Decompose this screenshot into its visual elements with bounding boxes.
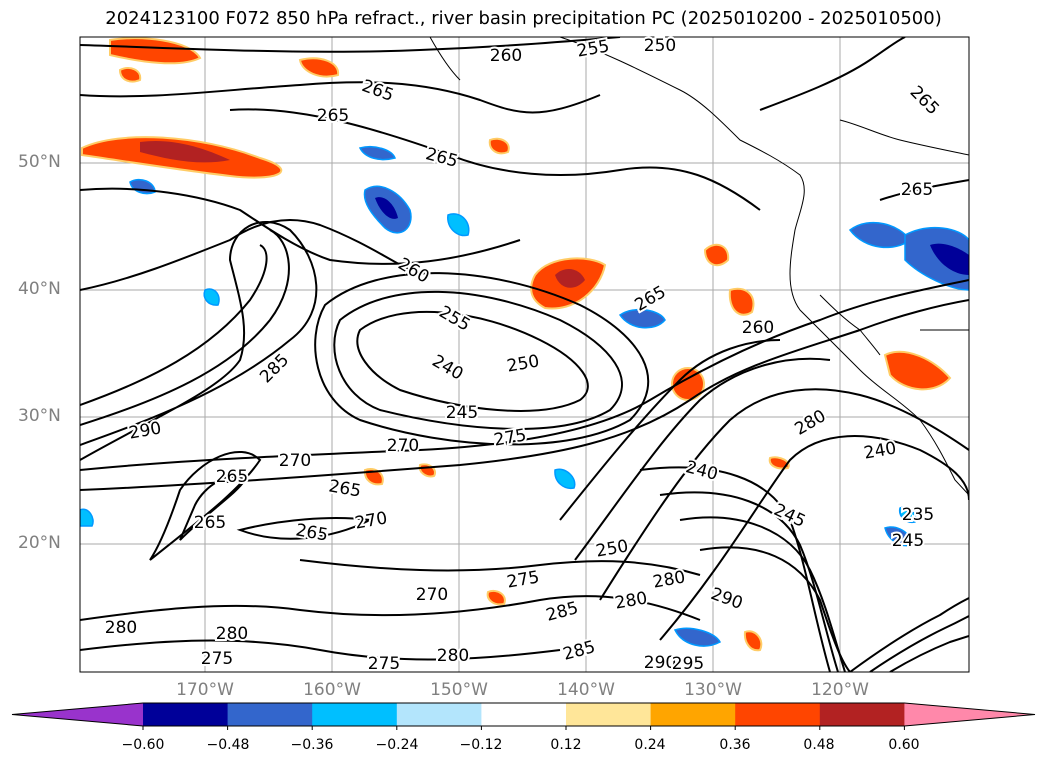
- lon-label-170w: 170°W: [176, 680, 234, 700]
- lat-label-20n: 20°N: [18, 533, 61, 553]
- positive-precip-areas: [81, 37, 952, 652]
- coastlines: [429, 37, 969, 496]
- contour-label: 275: [201, 649, 233, 669]
- contour-label: 260: [490, 46, 522, 66]
- colorbar-segment: [143, 703, 229, 726]
- colorbar-extend-low: [12, 703, 143, 726]
- colorbar-segment: [312, 703, 398, 726]
- contour-label: 245: [892, 531, 924, 551]
- colorbar-segment: [650, 703, 736, 726]
- colorbar-segment: [481, 703, 567, 726]
- colorbar-segment: [735, 703, 821, 726]
- refractivity-contours: [80, 37, 969, 672]
- contour-label: 265: [317, 106, 349, 126]
- contour-label: 270: [279, 451, 311, 471]
- colorbar-extend-high: [904, 703, 1035, 726]
- lat-label-30n: 30°N: [18, 406, 61, 426]
- colorbar-tick-label: 0.60: [888, 737, 920, 753]
- colorbar-tick-label: 0.12: [550, 737, 582, 753]
- lon-label-160w: 160°W: [303, 680, 361, 700]
- contour-label: 280: [437, 646, 469, 666]
- colorbar-tick-label: −0.36: [290, 737, 334, 753]
- colorbar-tick-label: −0.48: [206, 737, 250, 753]
- lat-label-50n: 50°N: [18, 152, 61, 172]
- colorbar-segment: [227, 703, 313, 726]
- colorbar-tick-label: 0.24: [634, 737, 666, 753]
- contour-label: 280: [105, 618, 137, 638]
- contour-label: 245: [446, 403, 478, 423]
- contour-label: 260: [742, 318, 774, 338]
- contour-label: 250: [505, 351, 540, 376]
- negative-precip-areas: [80, 146, 969, 647]
- colorbar: [11, 702, 1036, 730]
- lon-label-150w: 150°W: [430, 680, 488, 700]
- contour-label: 265: [194, 513, 226, 533]
- map-frame: [79, 36, 970, 673]
- contour-label: 265: [216, 467, 248, 487]
- contour-label: 275: [368, 654, 400, 674]
- lat-label-40n: 40°N: [18, 279, 61, 299]
- colorbar-tick-label: 0.36: [719, 737, 751, 753]
- contour-label: 280: [216, 624, 248, 644]
- colorbar-segment: [566, 703, 652, 726]
- contour-label: 295: [672, 654, 704, 674]
- lon-label-140w: 140°W: [557, 680, 615, 700]
- contour-label: 270: [387, 436, 419, 456]
- colorbar-tick-label: −0.24: [375, 737, 419, 753]
- contour-label: 270: [416, 585, 448, 605]
- lon-label-120w: 120°W: [811, 680, 869, 700]
- colorbar-segment: [819, 703, 905, 726]
- contour-label: 250: [644, 36, 676, 56]
- colorbar-segment: [396, 703, 482, 726]
- contour-label: 290: [644, 653, 676, 673]
- colorbar-tick-label: 0.48: [803, 737, 835, 753]
- contour-label: 235: [902, 505, 934, 525]
- contour-label: 280: [613, 588, 648, 613]
- map-title: 2024123100 F072 850 hPa refract., river …: [105, 8, 942, 29]
- colorbar-tick-label: −0.60: [121, 737, 165, 753]
- contour-label: 265: [901, 180, 933, 200]
- colorbar-tick-label: −0.12: [459, 737, 503, 753]
- gridlines: [80, 37, 969, 672]
- lon-label-130w: 130°W: [684, 680, 742, 700]
